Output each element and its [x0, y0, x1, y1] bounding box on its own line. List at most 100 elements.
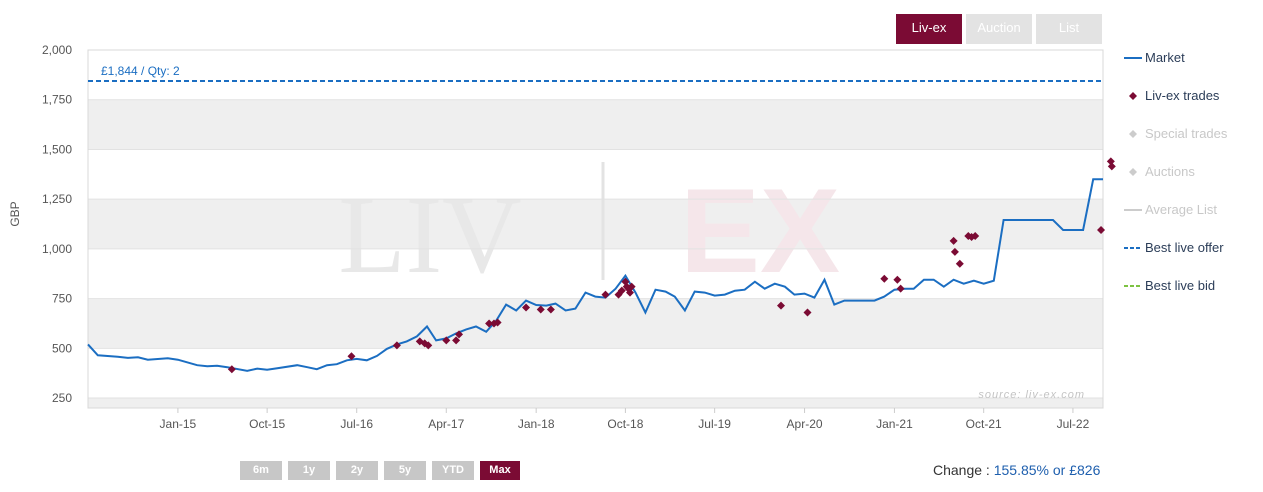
y-tick-label: 2,000: [42, 43, 72, 57]
trade-point: [1107, 162, 1116, 171]
best-live-offer-label: £1,844 / Qty: 2: [101, 64, 180, 78]
legend-label: Liv-ex trades: [1145, 88, 1220, 103]
plot-band: [88, 398, 1103, 408]
plot-band: [88, 99, 1103, 150]
x-tick-label: Oct-15: [249, 417, 285, 431]
legend-label: Best live bid: [1145, 278, 1216, 293]
plot-band: [88, 298, 1103, 349]
trade-point: [896, 284, 905, 293]
legend-livex-trades[interactable]: Liv-ex trades: [1122, 86, 1227, 124]
trade-point: [452, 336, 461, 345]
trade-point: [493, 318, 502, 327]
range-2y-button[interactable]: 2y: [336, 461, 378, 480]
trade-point: [880, 274, 889, 283]
trade-point: [893, 275, 902, 284]
tab-list[interactable]: List: [1036, 14, 1102, 44]
trade-point: [777, 301, 786, 310]
x-tick-label: Apr-17: [428, 417, 464, 431]
trade-point: [227, 365, 236, 374]
chart-source-tabs: Liv-ex Auction List: [896, 14, 1102, 44]
y-axis-title: GBP: [8, 201, 22, 226]
plot-band: [88, 348, 1103, 399]
legend-average-list[interactable]: Average List: [1122, 200, 1227, 238]
market-series: [87, 178, 1103, 372]
range-6m-button[interactable]: 6m: [240, 461, 282, 480]
x-tick-label: Oct-21: [966, 417, 1002, 431]
trade-point: [955, 259, 964, 268]
chart-legend: Market Liv-ex trades Special trades Auct…: [1122, 48, 1227, 314]
legend-label: Best live offer: [1145, 240, 1224, 255]
range-ytd-button[interactable]: YTD: [432, 461, 474, 480]
legend-label: Average List: [1145, 202, 1218, 217]
trade-point: [546, 305, 555, 314]
y-tick-label: 750: [52, 292, 72, 306]
trade-point: [485, 319, 494, 328]
diamond-icon: [1129, 130, 1137, 138]
dashed-line-icon: [1124, 285, 1142, 287]
legend-best-live-bid[interactable]: Best live bid: [1122, 276, 1227, 314]
trade-point: [347, 352, 356, 361]
plot-band: [88, 248, 1103, 299]
line-icon: [1124, 57, 1142, 59]
market-line: [87, 178, 1103, 372]
livex-trades-series: [227, 157, 1116, 374]
range-5y-button[interactable]: 5y: [384, 461, 426, 480]
trade-point: [424, 341, 433, 350]
legend-best-live-offer[interactable]: Best live offer: [1122, 238, 1227, 276]
y-tick-label: 1,750: [42, 93, 72, 107]
range-max-button[interactable]: Max: [480, 461, 520, 480]
livex-watermark: LIV EX: [338, 162, 840, 298]
trade-point: [950, 247, 959, 256]
trade-point: [455, 330, 464, 339]
plot-band: [88, 149, 1103, 200]
x-tick-label: Jul-19: [698, 417, 731, 431]
diamond-icon: [1129, 168, 1137, 176]
watermark-ex: EX: [680, 164, 840, 298]
plot-band: [88, 199, 1103, 249]
price-change: Change : 155.85% or £826: [933, 462, 1100, 478]
trade-point: [625, 288, 634, 297]
change-value: 155.85% or £826: [993, 462, 1101, 478]
plot-band: [88, 50, 1103, 100]
trade-point: [522, 303, 531, 312]
x-tick-label: Jan-18: [518, 417, 555, 431]
watermark-liv: LIV: [338, 174, 521, 296]
legend-special-trades[interactable]: Special trades: [1122, 124, 1227, 162]
range-selector: 6m 1y 2y 5y YTD Max: [240, 461, 520, 480]
trade-point: [392, 341, 401, 350]
x-tick-label: Apr-20: [787, 417, 823, 431]
x-axis-ticks: Jan-15 Oct-15 Jul-16 Apr-17 Jan-18 Oct-18 Jul-…: [160, 408, 1090, 431]
y-tick-label: 250: [52, 391, 72, 405]
legend-auctions[interactable]: Auctions: [1122, 162, 1227, 200]
plot-bands: [88, 50, 1103, 408]
trade-point: [442, 336, 451, 345]
x-tick-label: Jan-21: [876, 417, 913, 431]
x-tick-label: Jul-22: [1057, 417, 1090, 431]
x-tick-label: Oct-18: [607, 417, 643, 431]
x-tick-label: Jul-16: [340, 417, 373, 431]
range-1y-button[interactable]: 1y: [288, 461, 330, 480]
line-icon: [1124, 209, 1142, 211]
source-credit: source: liv-ex.com: [978, 389, 1085, 401]
y-tick-label: 1,000: [42, 242, 72, 256]
trade-point: [1097, 225, 1106, 234]
trade-point: [971, 231, 980, 240]
legend-label: Auctions: [1145, 164, 1195, 179]
tab-auction[interactable]: Auction: [966, 14, 1032, 44]
trade-point: [949, 236, 958, 245]
trade-point: [627, 282, 636, 291]
tab-livex[interactable]: Liv-ex: [896, 14, 962, 44]
diamond-icon: [1129, 92, 1137, 100]
trade-point: [601, 290, 610, 299]
y-axis-ticks: 250 500 750 1,000 1,250 1,500 1,750 2,000: [42, 43, 72, 405]
y-tick-label: 1,500: [42, 142, 72, 156]
y-tick-label: 500: [52, 341, 72, 355]
change-label: Change :: [933, 462, 994, 478]
trade-point: [617, 286, 626, 295]
legend-market[interactable]: Market: [1122, 48, 1227, 86]
legend-label: Special trades: [1145, 126, 1228, 141]
trade-point: [536, 305, 545, 314]
y-tick-label: 1,250: [42, 192, 72, 206]
trade-point: [803, 308, 812, 317]
